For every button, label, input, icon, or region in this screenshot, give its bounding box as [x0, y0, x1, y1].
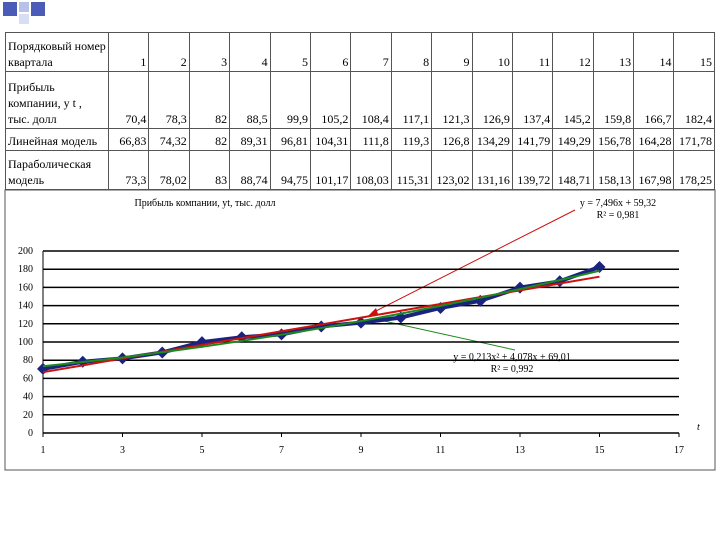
table-cell: 108,4	[350, 71, 392, 130]
arrow	[383, 320, 516, 351]
arrow	[371, 209, 576, 314]
x-tick-label: 7	[279, 445, 284, 456]
table-cell: 94,75	[269, 149, 311, 191]
table-cell: 148,71	[552, 149, 594, 191]
decor	[3, 2, 17, 16]
table-cell: 164,28	[633, 128, 675, 151]
annotation: y = 0,213x² + 4,078x + 69,01	[453, 352, 570, 363]
table-cell: 82	[188, 128, 231, 151]
y-tick-label: 20	[23, 410, 33, 421]
table-row: Порядковый номер квартала 1 2 3 4 5 6 7 8 9 10 11 12…	[5, 31, 715, 73]
table-cell: 1	[107, 31, 150, 73]
table-cell: 83	[188, 149, 231, 191]
arrow-head	[368, 308, 378, 316]
y-tick-label: 80	[23, 355, 33, 366]
table-cell: 66,83	[107, 128, 150, 151]
table-row: Параболическая модель 73,3 78,02 83 88,74 94,…	[5, 149, 715, 191]
y-tick-label: 140	[18, 301, 33, 312]
annotation: R² = 0,981	[597, 210, 640, 221]
table-cell: 9	[431, 31, 473, 73]
table-cell: 123,02	[431, 149, 473, 191]
table-cell: 73,3	[107, 149, 150, 191]
x-tick-label: 17	[674, 445, 684, 456]
x-tick-label: 1	[41, 445, 46, 456]
y-tick-label: 120	[18, 319, 33, 330]
table-cell: 159,8	[592, 71, 635, 130]
table-cell: 78,02	[148, 149, 190, 191]
table-cell: Параболическая модель	[5, 149, 109, 191]
table-cell: 156,78	[592, 128, 635, 151]
annotation: R² = 0,992	[491, 364, 534, 375]
y-tick-label: 0	[28, 428, 33, 439]
table-cell: 134,29	[471, 128, 513, 151]
table-cell: 158,13	[592, 149, 635, 191]
table-cell: 88,74	[229, 149, 271, 191]
y-tick-label: 40	[23, 392, 33, 403]
table-cell: 108,03	[350, 149, 392, 191]
table-cell: 6	[309, 31, 352, 73]
table-cell: 5	[269, 31, 311, 73]
table-cell: 119,3	[390, 128, 433, 151]
table-cell: 104,31	[309, 128, 352, 151]
table-cell: 12	[552, 31, 594, 73]
table-cell: 15	[673, 31, 715, 73]
x-tick-label: 5	[200, 445, 205, 456]
decor	[31, 2, 45, 16]
x-label: t	[697, 422, 700, 433]
series-line	[42, 269, 600, 368]
table-cell: 131,16	[471, 149, 513, 191]
y-tick-label: 160	[18, 282, 33, 293]
x-tick-label: 11	[436, 445, 446, 456]
table-cell: 13	[592, 31, 635, 73]
x-tick-label: 15	[595, 445, 605, 456]
table-cell: 10	[471, 31, 513, 73]
data-point	[593, 261, 606, 274]
y-tick-label: 60	[23, 373, 33, 384]
table-cell: 115,31	[390, 149, 433, 191]
data-point	[37, 362, 49, 375]
table-cell: 96,81	[269, 128, 311, 151]
table-cell: 166,7	[633, 71, 675, 130]
table-cell: 99,9	[269, 71, 311, 130]
table-row: Прибыль компании, y t , тыс. долл 70,4 78,…	[5, 71, 715, 130]
y-tick-label: 100	[18, 337, 33, 348]
table-cell: 141,79	[511, 128, 554, 151]
y-tick-label: 200	[18, 246, 33, 257]
table-cell: 139,72	[511, 149, 554, 191]
table-cell: 149,29	[552, 128, 594, 151]
table-cell: 167,98	[633, 149, 675, 191]
data-table: Порядковый номер квартала 1 2 3 4 5 6 7 8 9 10 11 12…	[5, 31, 715, 191]
table-cell: Порядковый номер квартала	[5, 31, 109, 73]
x-tick-label: 9	[359, 445, 364, 456]
table-cell: 74,32	[148, 128, 190, 151]
annotation: y = 7,496x + 59,32	[580, 198, 656, 209]
table-cell: 70,4	[107, 71, 150, 130]
table-cell: 4	[229, 31, 271, 73]
table-cell: 126,8	[431, 128, 473, 151]
x-tick-label: 3	[120, 445, 125, 456]
table-row: Линейная модель 66,83 74,32 82 89,31 96,81 104…	[5, 128, 715, 151]
table-cell: 82	[188, 71, 231, 130]
table-cell: 89,31	[229, 128, 271, 151]
y-tick-label: 180	[18, 264, 33, 275]
table-cell: 7	[350, 31, 392, 73]
table-cell: 105,2	[309, 71, 352, 130]
table-cell: Линейная модель	[5, 128, 109, 151]
table-cell: 178,25	[673, 149, 715, 191]
chart-frame	[4, 189, 716, 471]
decor	[19, 2, 29, 12]
x-tick-label: 13	[515, 445, 525, 456]
table-cell: 145,2	[552, 71, 594, 130]
decor	[19, 14, 29, 24]
table-cell: Прибыль компании, y t , тыс. долл	[5, 71, 109, 130]
table-cell: 101,17	[309, 149, 352, 191]
table-cell: 171,78	[673, 128, 715, 151]
table-cell: 182,4	[673, 71, 715, 130]
table-cell: 14	[633, 31, 675, 73]
chart-title: Прибыль компании, yt, тыс. долл	[134, 198, 275, 209]
table-cell: 117,1	[390, 71, 433, 130]
